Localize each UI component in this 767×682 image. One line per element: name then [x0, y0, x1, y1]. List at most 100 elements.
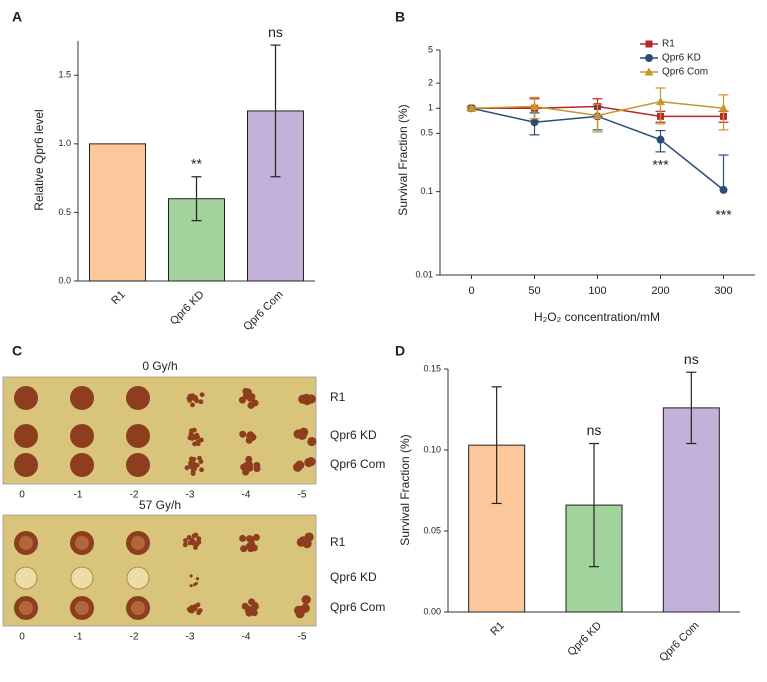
colony-spot: [70, 453, 94, 477]
colony-spot: [14, 386, 38, 410]
colony: [196, 539, 201, 545]
strain-label: Qpr6 Com: [330, 457, 385, 471]
significance-label: ns: [684, 351, 699, 367]
colony-spot: [126, 566, 150, 590]
colony: [190, 607, 196, 613]
colony: [190, 471, 196, 476]
strain-label: Qpr6 KD: [330, 428, 377, 442]
colony-spot: [14, 424, 38, 448]
dilution-label: 0: [19, 632, 25, 643]
legend-marker: [644, 67, 654, 76]
legend-marker: [645, 40, 653, 48]
colony: [189, 574, 193, 578]
colony: [239, 534, 247, 542]
colony-center: [75, 601, 89, 615]
data-point: [656, 97, 665, 106]
colony: [190, 402, 195, 408]
y-tick-label: 0.1: [420, 186, 433, 196]
error-bar: [589, 442, 599, 568]
y-tick-label: 0.05: [423, 525, 441, 535]
colony-spot: [126, 386, 150, 410]
colony: [241, 602, 249, 610]
colony: [247, 401, 255, 409]
data-point: [656, 135, 665, 144]
data-point: [719, 185, 728, 194]
colony: [242, 387, 250, 395]
y-tick-label: 0.01: [415, 269, 433, 279]
x-tick-label: 200: [651, 285, 669, 297]
error-bar: [718, 94, 729, 131]
colony: [182, 542, 188, 548]
panel-label: A: [12, 9, 22, 25]
colony: [246, 464, 254, 472]
colony: [198, 399, 204, 405]
y-tick-label: 1.5: [58, 70, 71, 80]
significance-label: ***: [715, 207, 732, 223]
colony: [302, 539, 312, 549]
data-point: [467, 103, 476, 112]
x-tick-label: Qpr6 KD: [168, 289, 207, 328]
x-tick-label: 0: [468, 285, 474, 297]
plate: [2, 376, 317, 485]
colony: [301, 595, 311, 605]
colony: [306, 394, 316, 404]
data-point: [719, 103, 728, 112]
colony: [199, 392, 205, 398]
significance-label: ns: [587, 422, 602, 438]
colony: [299, 427, 309, 437]
colony: [194, 462, 200, 468]
x-tick-label: Qpr6 Com: [241, 289, 285, 333]
y-tick-label: 0.5: [58, 207, 71, 217]
y-tick-label: 0.0: [58, 275, 71, 285]
colony: [190, 393, 196, 399]
colony: [304, 457, 314, 468]
colony-spot: [70, 566, 94, 590]
colony: [188, 456, 194, 462]
strain-label: R1: [330, 535, 346, 549]
dilution-label: -2: [130, 632, 139, 643]
colony: [253, 465, 261, 473]
error-bar: [191, 176, 202, 222]
significance-label: **: [191, 155, 202, 171]
colony: [195, 577, 200, 581]
colony: [192, 441, 197, 447]
colony: [249, 606, 257, 614]
dilution-label: -1: [74, 632, 83, 643]
legend-marker: [645, 54, 653, 62]
error-bar: [491, 386, 502, 505]
colony-center: [19, 536, 33, 550]
panel-label: C: [12, 343, 22, 359]
colony-center: [131, 601, 145, 615]
x-tick-label: Qpr6 Com: [657, 620, 701, 664]
error-bar: [718, 154, 729, 190]
x-tick-label: 300: [714, 285, 732, 297]
colony-spot: [14, 453, 38, 477]
colony: [195, 602, 201, 608]
error-bar: [686, 371, 697, 445]
data-point: [530, 102, 539, 111]
x-tick-label: 100: [588, 285, 606, 297]
colony: [295, 460, 305, 470]
legend-label: R1: [662, 39, 675, 50]
colony: [198, 437, 204, 443]
colony: [189, 584, 193, 588]
bar: [89, 143, 146, 282]
x-axis-label: H₂O₂ concentration/mM: [534, 310, 660, 324]
dilution-label: -5: [298, 490, 307, 501]
colony: [183, 538, 188, 543]
colony-spot: [70, 424, 94, 448]
colony: [307, 436, 317, 447]
x-tick-label: R1: [488, 620, 506, 638]
colony-center: [75, 536, 89, 550]
dilution-label: -3: [186, 632, 195, 643]
colony: [198, 459, 204, 464]
dilution-label: -2: [130, 490, 139, 501]
dilution-label: -5: [298, 632, 307, 643]
y-tick-label: 0.00: [423, 606, 441, 616]
dilution-label: 0: [19, 490, 25, 501]
dilution-label: -3: [186, 490, 195, 501]
colony: [252, 533, 260, 541]
colony: [245, 455, 253, 463]
colony-spot: [126, 453, 150, 477]
